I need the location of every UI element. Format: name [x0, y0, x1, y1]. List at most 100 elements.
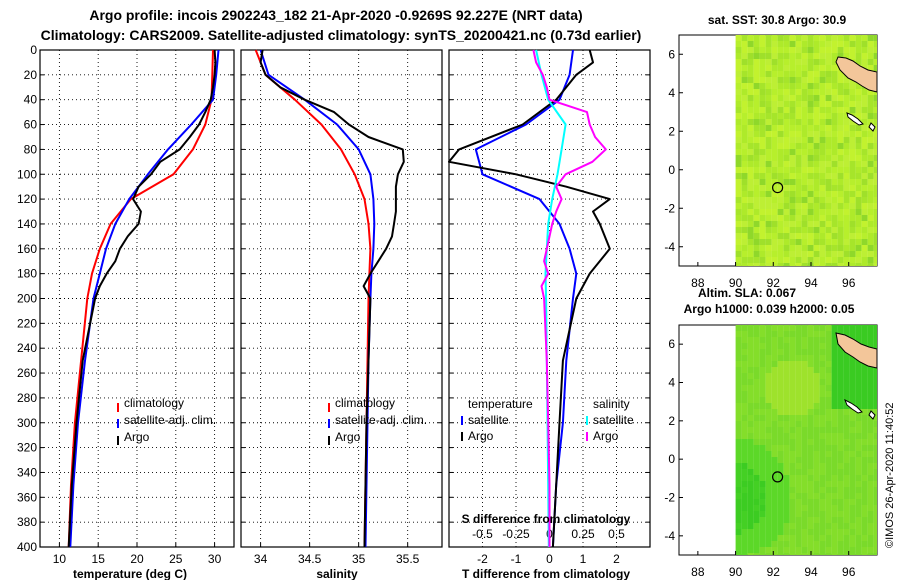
map-cell [789, 233, 796, 239]
map-cell [771, 95, 778, 101]
map-cell [795, 451, 802, 457]
map-cell [765, 547, 772, 553]
map-cell [855, 373, 862, 379]
map-cell [759, 65, 766, 71]
map-cell [831, 349, 838, 355]
map-cell [813, 53, 820, 59]
map-cell [801, 361, 808, 367]
map-cell [825, 391, 832, 397]
map-cell [867, 113, 874, 119]
map-cell [867, 499, 874, 505]
map-cell [741, 203, 748, 209]
map-cell [759, 505, 766, 511]
map-cell [843, 185, 850, 191]
map-cell [753, 203, 760, 209]
map-cell [843, 367, 850, 373]
map-cell [831, 547, 838, 553]
top-x-tick-label: -0.25 [502, 527, 530, 541]
map-cell [747, 221, 754, 227]
map-cell [795, 511, 802, 517]
map-cell [819, 529, 826, 535]
map-cell [783, 149, 790, 155]
map-cell [753, 427, 760, 433]
map-cell [855, 427, 862, 433]
map-cell [843, 391, 850, 397]
map-cell [855, 59, 862, 65]
map-cell [759, 541, 766, 547]
map-cell [747, 227, 754, 233]
map-cell [807, 505, 814, 511]
map-cell [873, 541, 877, 547]
map-cell [831, 77, 838, 83]
map-cell [819, 113, 826, 119]
map-cell [807, 547, 814, 553]
map-cell [867, 155, 874, 161]
map-cell [777, 463, 784, 469]
map-cell [771, 361, 778, 367]
map-cell [855, 553, 862, 555]
map-cell [873, 143, 877, 149]
map-cell [777, 535, 784, 541]
map-cell [759, 463, 766, 469]
map-cell [771, 53, 778, 59]
map-cell [759, 95, 766, 101]
map-cell [735, 119, 742, 125]
map-cell [813, 373, 820, 379]
map-cell [777, 541, 784, 547]
map-cell [753, 35, 760, 41]
map-cell [747, 161, 754, 167]
map-cell [759, 373, 766, 379]
map-cell [795, 263, 802, 266]
map-cell [855, 493, 862, 499]
map-cell [783, 227, 790, 233]
map-cell [765, 197, 772, 203]
map-cell [831, 361, 838, 367]
map-cell [813, 137, 820, 143]
map-cell [741, 541, 748, 547]
map-cell [747, 463, 754, 469]
map-cell [789, 373, 796, 379]
map-cell [747, 469, 754, 475]
map-cell [801, 239, 808, 245]
map-cell [753, 445, 760, 451]
map-cell [807, 385, 814, 391]
map-cell [789, 263, 796, 266]
map-cell [825, 433, 832, 439]
map-cell [867, 463, 874, 469]
map-cell [825, 125, 832, 131]
map-cell [789, 173, 796, 179]
map-cell [741, 373, 748, 379]
map-cell [843, 457, 850, 463]
map-cell [867, 137, 874, 143]
temperature-grid [40, 49, 234, 548]
map-cell [771, 385, 778, 391]
map-cell [735, 179, 742, 185]
map-cell [753, 161, 760, 167]
legend-label-climatology: climatology [335, 396, 395, 410]
map-cell [843, 463, 850, 469]
map-cell [867, 239, 874, 245]
map-cell [735, 155, 742, 161]
map-cell [843, 385, 850, 391]
map-cell [795, 65, 802, 71]
map-cell [849, 191, 856, 197]
map-cell [741, 385, 748, 391]
map-cell [825, 77, 832, 83]
map-cell [777, 403, 784, 409]
difference-panel: -2 -1 0 1 2-0.5 -0.25 0 0.25 0.5 T difference fr… [448, 49, 651, 580]
map-cell [777, 523, 784, 529]
map-cell [867, 227, 874, 233]
map-cell [771, 481, 778, 487]
map-cell [843, 257, 850, 263]
map-cell [855, 245, 862, 251]
map-cell [735, 209, 742, 215]
map-cell [807, 59, 814, 65]
map-cell [873, 367, 877, 373]
map-cell [813, 167, 820, 173]
map-cell [801, 325, 808, 331]
map-cell [765, 355, 772, 361]
map-cell [789, 119, 796, 125]
map-cell [777, 415, 784, 421]
map-cell [777, 65, 784, 71]
map-cell [783, 445, 790, 451]
